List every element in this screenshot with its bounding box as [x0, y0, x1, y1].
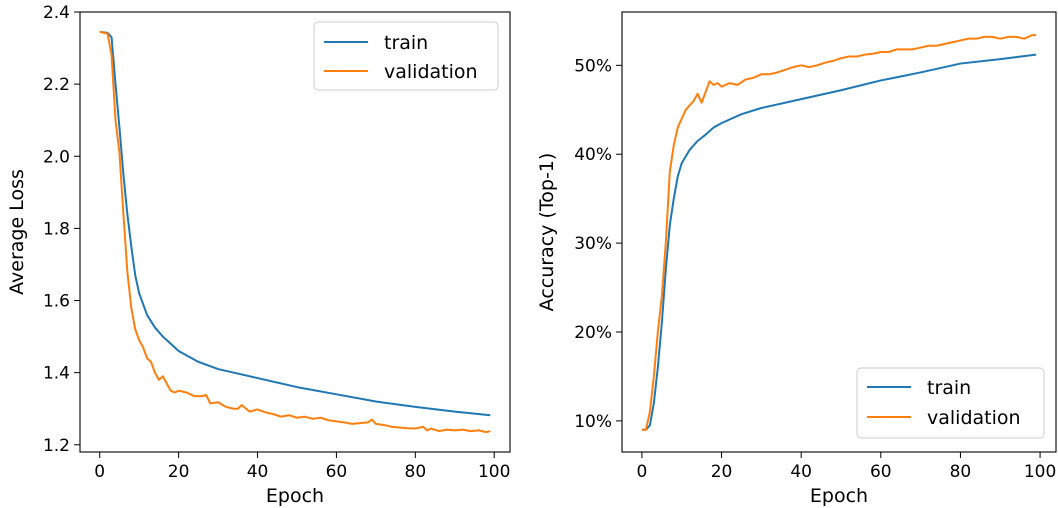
accuracy-legend-box	[856, 367, 1045, 439]
loss-y-tick-label: 1.2	[43, 436, 70, 456]
accuracy-y-tick-label: 20%	[574, 323, 612, 343]
loss-legend-label-validation: validation	[384, 61, 478, 83]
loss-x-tick-label: 100	[478, 462, 510, 482]
loss-series-validation-line	[99, 30, 491, 434]
loss-x-tick-label: 0	[94, 462, 105, 482]
accuracy-x-tick-label: 20	[711, 462, 733, 482]
accuracy-chart: 0 20 40 60 80 100 10% 20% 30% 40% 50% Epoch Accura…	[536, 11, 1057, 507]
accuracy-legend-label-validation: validation	[927, 407, 1021, 429]
accuracy-legend-label-train: train	[927, 377, 971, 399]
accuracy-x-tick-label: 100	[1024, 462, 1056, 482]
accuracy-series-train-line	[641, 53, 1037, 431]
accuracy-series-validation-line	[641, 34, 1037, 431]
loss-y-tick-label: 2.4	[43, 3, 70, 23]
accuracy-series-group	[641, 34, 1037, 431]
accuracy-legend: train validation	[856, 367, 1045, 439]
loss-axes: 0 20 40 60 80 100 1.2 1.4 1.6 1.8 2.0 2.2 2.4	[43, 3, 510, 482]
accuracy-y-axis-label: Accuracy (Top-1)	[536, 153, 558, 312]
loss-y-tick-label: 1.6	[43, 292, 70, 312]
loss-x-tick-label: 80	[405, 462, 427, 482]
accuracy-y-tick-label: 30%	[574, 234, 612, 254]
accuracy-x-tick-label: 80	[950, 462, 972, 482]
accuracy-x-axis-label: Epoch	[810, 485, 868, 507]
loss-y-tick-label: 1.8	[43, 219, 70, 239]
accuracy-x-tick-label: 0	[636, 462, 647, 482]
loss-plot-frame	[79, 11, 511, 453]
loss-x-axis-label: Epoch	[266, 485, 324, 507]
loss-y-tick-label: 2.0	[43, 147, 70, 167]
accuracy-x-tick-label: 40	[790, 462, 812, 482]
accuracy-y-tick-label: 50%	[574, 56, 612, 76]
loss-x-tick-label: 60	[326, 462, 348, 482]
accuracy-x-tick-label: 60	[870, 462, 892, 482]
loss-x-tick-label: 40	[247, 462, 269, 482]
loss-series-train-line	[99, 30, 491, 417]
loss-y-tick-label: 1.4	[43, 364, 70, 384]
loss-y-axis-label: Average Loss	[6, 169, 28, 295]
loss-legend-box	[313, 21, 499, 91]
loss-legend: train validation	[313, 21, 499, 91]
accuracy-plot-frame	[621, 11, 1057, 453]
loss-y-tick-label: 2.2	[43, 75, 70, 95]
loss-series-group	[99, 30, 491, 434]
loss-legend-label-train: train	[384, 32, 428, 54]
accuracy-y-tick-label: 10%	[574, 412, 612, 432]
accuracy-y-tick-label: 40%	[574, 145, 612, 165]
loss-x-tick-label: 20	[168, 462, 190, 482]
accuracy-axes: 0 20 40 60 80 100 10% 20% 30% 40% 50%	[574, 56, 1056, 482]
